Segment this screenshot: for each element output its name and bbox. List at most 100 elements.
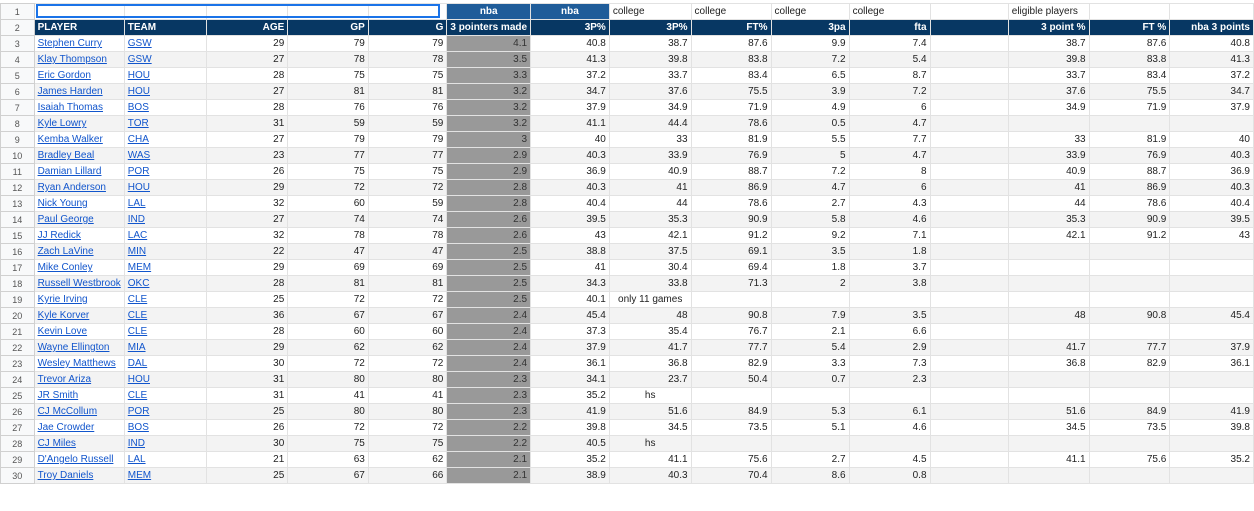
cell[interactable]: fta (848, 19, 931, 36)
cell[interactable]: nba (446, 3, 532, 20)
cell[interactable]: 41.1 (1007, 451, 1090, 468)
cell[interactable] (1088, 291, 1171, 308)
cell[interactable]: 8 (848, 163, 931, 180)
cell[interactable]: 45.4 (1169, 307, 1254, 324)
cell[interactable] (770, 291, 850, 308)
row-number[interactable]: 30 (0, 467, 35, 484)
cell[interactable]: 2.2 (446, 419, 532, 436)
cell[interactable]: Kyle Lowry (33, 115, 125, 132)
cell[interactable] (848, 387, 931, 404)
cell[interactable] (1088, 243, 1171, 260)
cell[interactable] (929, 355, 1009, 372)
selected-cell[interactable] (36, 4, 440, 18)
cell[interactable]: 2.8 (446, 195, 532, 212)
cell[interactable]: 5.1 (770, 419, 850, 436)
cell[interactable]: Klay Thompson (33, 51, 125, 68)
cell[interactable]: 59 (367, 115, 448, 132)
cell[interactable]: 79 (367, 131, 448, 148)
row-number[interactable]: 27 (0, 419, 35, 436)
cell[interactable]: 5.8 (770, 211, 850, 228)
cell[interactable] (929, 163, 1009, 180)
cell[interactable]: BOS (123, 419, 207, 436)
cell[interactable]: 79 (287, 35, 369, 52)
cell[interactable]: 59 (367, 195, 448, 212)
cell[interactable]: CJ McCollum (33, 403, 125, 420)
cell[interactable]: 77 (367, 147, 448, 164)
cell[interactable]: 80 (287, 403, 369, 420)
cell[interactable] (929, 51, 1009, 68)
cell[interactable]: 27 (205, 211, 289, 228)
cell[interactable]: 72 (367, 179, 448, 196)
cell[interactable]: 40.3 (530, 179, 610, 196)
cell[interactable]: 41.3 (1169, 51, 1254, 68)
cell[interactable]: 37.2 (530, 67, 610, 84)
cell[interactable] (1007, 291, 1090, 308)
cell[interactable]: 30.4 (608, 259, 692, 276)
cell[interactable]: 28 (205, 323, 289, 340)
cell[interactable] (1169, 435, 1254, 452)
cell[interactable]: 6 (848, 99, 931, 116)
cell[interactable]: 3 pointers made (446, 19, 532, 36)
row-number[interactable]: 23 (0, 355, 35, 372)
cell[interactable]: 2.1 (446, 467, 532, 484)
cell[interactable]: 33 (1007, 131, 1090, 148)
row-number[interactable]: 24 (0, 371, 35, 388)
cell[interactable] (929, 227, 1009, 244)
cell[interactable]: 2.4 (446, 307, 532, 324)
cell[interactable]: 34.9 (608, 99, 692, 116)
cell[interactable]: 3.8 (848, 275, 931, 292)
cell[interactable]: WAS (123, 147, 207, 164)
cell[interactable] (848, 291, 931, 308)
cell[interactable]: 31 (205, 371, 289, 388)
cell[interactable]: 6.6 (848, 323, 931, 340)
row-number[interactable]: 19 (0, 291, 35, 308)
cell[interactable]: 81 (367, 275, 448, 292)
cell[interactable]: 62 (367, 451, 448, 468)
cell[interactable]: 4.7 (848, 147, 931, 164)
row-number[interactable]: 7 (0, 99, 35, 116)
cell[interactable]: 4.9 (770, 99, 850, 116)
cell[interactable] (929, 211, 1009, 228)
cell[interactable]: 41.7 (1007, 339, 1090, 356)
cell[interactable]: 75 (367, 435, 448, 452)
cell[interactable]: 31 (205, 115, 289, 132)
cell[interactable]: 26 (205, 163, 289, 180)
cell[interactable]: 2.9 (446, 147, 532, 164)
cell[interactable] (929, 323, 1009, 340)
cell[interactable]: 47 (367, 243, 448, 260)
cell[interactable]: 73.5 (1088, 419, 1171, 436)
cell[interactable]: 33 (608, 131, 692, 148)
cell[interactable]: 40.8 (1169, 35, 1254, 52)
cell[interactable] (929, 467, 1009, 484)
cell[interactable]: MEM (123, 467, 207, 484)
cell[interactable]: 73.5 (690, 419, 772, 436)
cell[interactable]: 40.4 (1169, 195, 1254, 212)
cell[interactable]: 83.4 (1088, 67, 1171, 84)
cell[interactable]: 75.5 (690, 83, 772, 100)
cell[interactable] (1169, 371, 1254, 388)
cell[interactable]: 43 (1169, 227, 1254, 244)
cell[interactable]: 35.4 (608, 323, 692, 340)
cell[interactable] (690, 387, 772, 404)
row-number[interactable]: 25 (0, 387, 35, 404)
cell[interactable]: JR Smith (33, 387, 125, 404)
cell[interactable]: 34.3 (530, 275, 610, 292)
cell[interactable]: 76.7 (690, 323, 772, 340)
cell[interactable]: 22 (205, 243, 289, 260)
cell[interactable]: 7.7 (848, 131, 931, 148)
cell[interactable]: 33.7 (1007, 67, 1090, 84)
cell[interactable] (1007, 435, 1090, 452)
cell[interactable]: James Harden (33, 83, 125, 100)
cell[interactable]: 90.9 (1088, 211, 1171, 228)
cell[interactable]: 75.5 (1088, 83, 1171, 100)
cell[interactable]: 69 (367, 259, 448, 276)
cell[interactable]: 45.4 (530, 307, 610, 324)
cell[interactable]: 36.8 (1007, 355, 1090, 372)
cell[interactable]: 36 (205, 307, 289, 324)
cell[interactable] (929, 19, 1009, 36)
cell[interactable]: 2.7 (770, 451, 850, 468)
cell[interactable]: 40 (1169, 131, 1254, 148)
cell[interactable]: 48 (608, 307, 692, 324)
cell[interactable] (1007, 259, 1090, 276)
cell[interactable]: 40.5 (530, 435, 610, 452)
